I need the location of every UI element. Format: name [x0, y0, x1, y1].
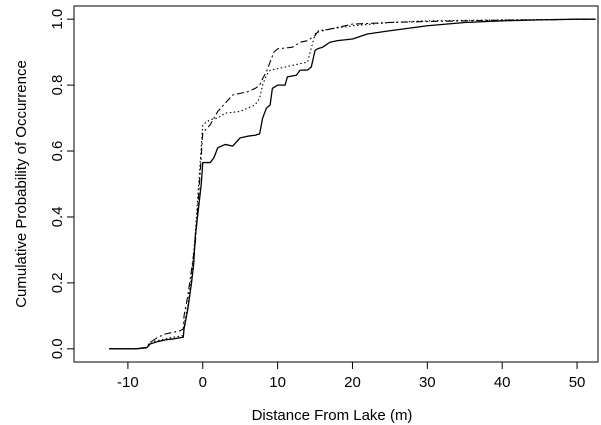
- series-line-solid: [109, 18, 596, 350]
- series-line-dotted: [109, 18, 596, 350]
- plot-frame: [73, 5, 599, 363]
- x-tick-label: 0: [199, 374, 207, 391]
- y-tick-label: 0.6: [49, 141, 66, 162]
- x-axis-label: Distance From Lake (m): [252, 407, 413, 424]
- y-tick-label: 0.4: [49, 207, 66, 228]
- x-tick-label: 10: [269, 374, 286, 391]
- y-tick-label: 0.0: [49, 338, 66, 359]
- x-tick-label: 20: [344, 374, 361, 391]
- y-axis-label: Cumulative Probability of Occurrence: [13, 60, 30, 308]
- x-tick-label: -10: [117, 374, 139, 391]
- series-line-dashed: [109, 18, 596, 350]
- y-tick-label: 0.8: [49, 75, 66, 96]
- x-tick-label: 50: [569, 374, 586, 391]
- y-tick-label: 0.2: [49, 272, 66, 293]
- series-layer: [109, 18, 596, 350]
- y-axis: 0.0 0.2 0.4 0.6 0.8 1.0: [49, 9, 74, 359]
- x-tick-label: 30: [419, 374, 436, 391]
- y-tick-label: 1.0: [49, 9, 66, 30]
- x-axis: -10 0 10 20 30 40 50: [117, 362, 585, 391]
- x-tick-label: 40: [494, 374, 511, 391]
